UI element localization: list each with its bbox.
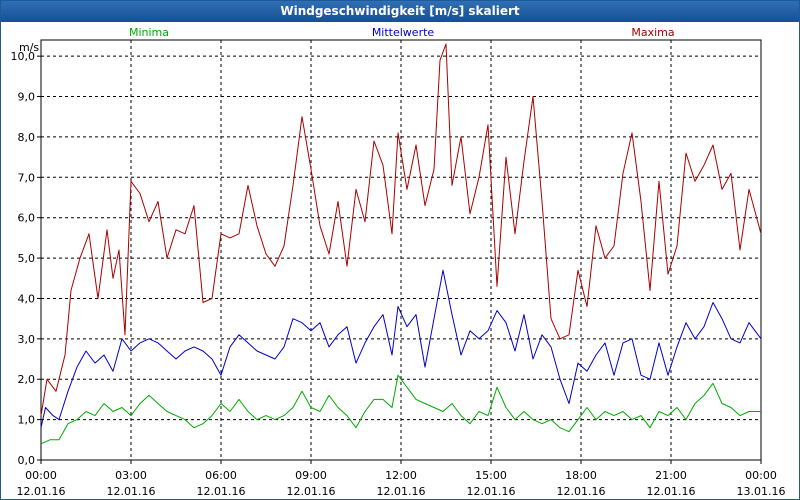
x-tick-time: 15:00 [475,469,507,482]
x-tick-time: 09:00 [295,469,327,482]
x-tick-date: 12.01.16 [557,485,606,498]
series-line-maxima [40,43,762,416]
legend-minima: Minima [129,26,169,39]
series-line-mittelwerte [40,269,762,428]
y-tick-label: 10,0 [11,50,36,63]
y-tick-label: 0,0 [18,454,36,467]
y-tick-label: 7,0 [18,171,36,184]
axes-labels: m/s 0,0 1,0 2,0 3,0 4,0 5,0 6,0 7,0 8,0 9,0 10,0 00… [11,41,786,498]
x-tick-time: 12:00 [385,469,417,482]
y-tick-label: 1,0 [18,414,36,427]
y-axis-label: m/s [19,41,39,54]
x-tick-time: 18:00 [565,469,597,482]
series-layer [40,43,762,445]
y-tick-label: 4,0 [18,292,36,305]
x-tick-date: 12.01.16 [647,485,696,498]
legend: Minima Mittelwerte Maxima [129,26,675,39]
legend-mittelwerte: Mittelwerte [372,26,435,39]
x-tick-date: 12.01.16 [377,485,426,498]
series-line-minima [40,374,761,445]
y-tick-label: 8,0 [18,131,36,144]
x-tick-time: 06:00 [205,469,237,482]
x-tick-date: 13.01.16 [737,485,786,498]
x-tick-time: 00:00 [25,469,57,482]
y-tick-label: 2,0 [18,373,36,386]
chart-title: Windgeschwindigkeit [m/s] skaliert [1,1,799,22]
x-tick-date: 12.01.16 [467,485,516,498]
legend-maxima: Maxima [631,26,674,39]
x-tick-time: 03:00 [115,469,147,482]
x-tick-time: 21:00 [655,469,687,482]
x-tick-time: 00:00 [745,469,777,482]
x-tick-date: 12.01.16 [287,485,336,498]
y-tick-label: 9,0 [18,91,36,104]
x-tick-date: 12.01.16 [107,485,156,498]
y-tick-label: 3,0 [18,333,36,346]
x-tick-date: 12.01.16 [197,485,246,498]
y-tick-label: 5,0 [18,252,36,265]
y-tick-label: 6,0 [18,212,36,225]
x-tick-date: 12.01.16 [17,485,66,498]
